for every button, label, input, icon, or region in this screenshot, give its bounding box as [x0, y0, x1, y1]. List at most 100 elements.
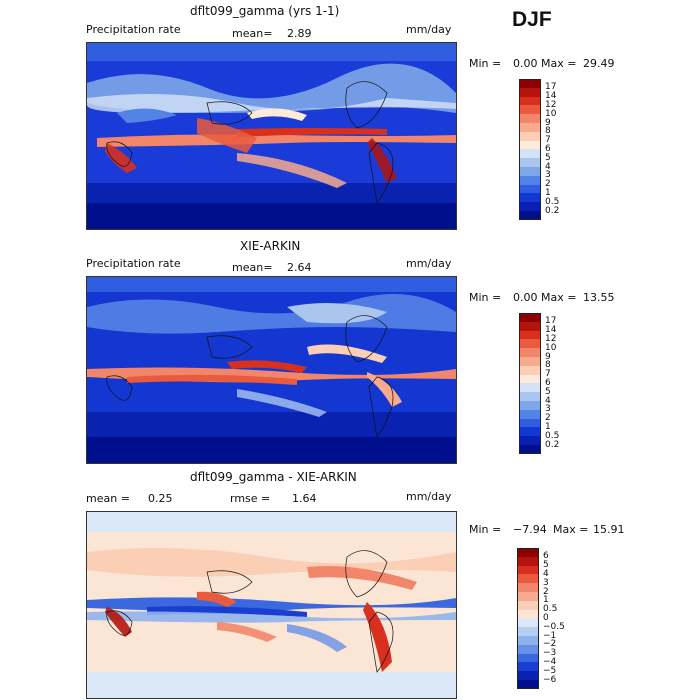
colorbar-tick-label: 0.5 [545, 430, 560, 441]
colorbar-tick-label: 6 [545, 377, 551, 388]
colorbar-tick-label: 12 [545, 333, 557, 344]
panel3-mean-label: mean = [86, 492, 130, 505]
colorbar-swatch [519, 193, 541, 203]
colorbar-tick-label: 14 [545, 325, 557, 336]
panel1-max-label: Max = [541, 57, 577, 70]
colorbar-tick-label: 1 [545, 421, 551, 432]
colorbar-tick-label: 9 [545, 117, 551, 128]
panel1-left-label: Precipitation rate [86, 23, 181, 36]
colorbar-swatch [519, 383, 541, 393]
panel3-max-value: 15.91 [593, 523, 625, 536]
colorbar-tick-label: −3 [543, 648, 557, 659]
panel3-map [86, 511, 457, 699]
colorbar-swatch [519, 167, 541, 177]
colorbar-swatch [519, 445, 541, 455]
panel3-mean-value: 0.25 [148, 492, 173, 505]
colorbar-swatch [519, 357, 541, 367]
colorbar-tick-label: 5 [543, 560, 549, 571]
colorbar-swatch [519, 348, 541, 358]
colorbar-swatch [519, 409, 541, 420]
colorbar-swatch [517, 548, 539, 558]
colorbar-swatch [519, 87, 541, 98]
colorbar-tick-label: 7 [545, 369, 551, 380]
colorbar-swatch [519, 123, 541, 133]
panel3-min-label: Min = [469, 523, 502, 536]
colorbar-swatch [519, 313, 541, 323]
colorbar-swatch [517, 600, 539, 611]
colorbar-swatch [517, 636, 539, 646]
colorbar-swatch [519, 175, 541, 186]
colorbar-tick-label: 8 [545, 360, 551, 371]
colorbar-swatch [519, 105, 541, 115]
panel1-units: mm/day [406, 23, 452, 36]
colorbar-swatch [519, 131, 541, 142]
colorbar-swatch [519, 401, 541, 411]
colorbar-tick-label: 7 [545, 135, 551, 146]
colorbar-tick-label: 3 [545, 170, 551, 181]
colorbar-tick-label: 0.2 [545, 205, 560, 216]
panel1-mean-value: 2.89 [287, 27, 312, 40]
panel2-map-svg [87, 277, 456, 463]
colorbar-tick-label: −6 [543, 674, 557, 685]
colorbar-swatch [519, 79, 541, 89]
colorbar-tick-label: 2 [545, 413, 551, 424]
colorbar-swatch [519, 140, 541, 150]
colorbar-tick-label: 1 [545, 187, 551, 198]
colorbar-tick-label: −5 [543, 665, 557, 676]
colorbar-tick-label: 3 [545, 404, 551, 415]
colorbar-tick-label: −2 [543, 639, 557, 650]
panel2-mean-label: mean= [232, 261, 273, 274]
panel2-max-label: Max = [541, 291, 577, 304]
colorbar-tick-label: 0.5 [545, 196, 560, 207]
colorbar-swatch [519, 427, 541, 437]
colorbar-tick-label: 10 [545, 108, 557, 119]
colorbar-tick-label: 0 [543, 612, 549, 623]
panel2-left-label: Precipitation rate [86, 257, 181, 270]
colorbar-swatch [519, 202, 541, 212]
colorbar-swatch [519, 418, 541, 428]
colorbar-swatch [519, 339, 541, 349]
colorbar-tick-label: 4 [545, 395, 551, 406]
panel3-rmse-label: rmse = [230, 492, 271, 505]
colorbar-swatch [517, 671, 539, 681]
colorbar-tick-label: 17 [545, 316, 557, 327]
colorbar-swatch [517, 556, 539, 567]
colorbar-swatch [517, 592, 539, 602]
colorbar-swatch [517, 618, 539, 628]
colorbar-tick-label: 5 [545, 386, 551, 397]
colorbar-swatch [517, 662, 539, 672]
colorbar-tick-label: 5 [545, 152, 551, 163]
colorbar-tick-label: −0.5 [543, 621, 565, 632]
colorbar-tick-label: 4 [543, 568, 549, 579]
panel2-map [86, 276, 457, 464]
colorbar-swatch [519, 392, 541, 402]
colorbar-swatch [519, 211, 541, 221]
colorbar-swatch [519, 96, 541, 106]
panel3-units: mm/day [406, 490, 452, 503]
panel1-title: dflt099_gamma (yrs 1-1) [190, 4, 340, 18]
colorbar-swatch [519, 374, 541, 384]
panel3-map-svg [87, 512, 456, 698]
colorbar-swatch [517, 609, 539, 619]
colorbar-tick-label: 6 [545, 143, 551, 154]
colorbar-tick-label: 2 [543, 586, 549, 597]
colorbar-tick-label: 3 [543, 577, 549, 588]
panel2-mean-value: 2.64 [287, 261, 312, 274]
colorbar-tick-label: 9 [545, 351, 551, 362]
colorbar-swatch [519, 321, 541, 332]
panel2-min-value: 0.00 [513, 291, 538, 304]
colorbar-swatch [519, 158, 541, 168]
colorbar-swatch [517, 644, 539, 655]
colorbar-tick-label: 4 [545, 161, 551, 172]
colorbar-swatch [519, 330, 541, 340]
panel1-max-value: 29.49 [583, 57, 615, 70]
colorbar-swatch [519, 436, 541, 446]
colorbar-tick-label: 1 [543, 595, 549, 606]
colorbar-swatch [519, 149, 541, 159]
colorbar-swatch [517, 583, 539, 593]
colorbar-tick-label: 2 [545, 179, 551, 190]
colorbar-tick-label: 8 [545, 126, 551, 137]
panel3-min-value: −7.94 [513, 523, 547, 536]
panel1-map-svg [87, 43, 456, 229]
